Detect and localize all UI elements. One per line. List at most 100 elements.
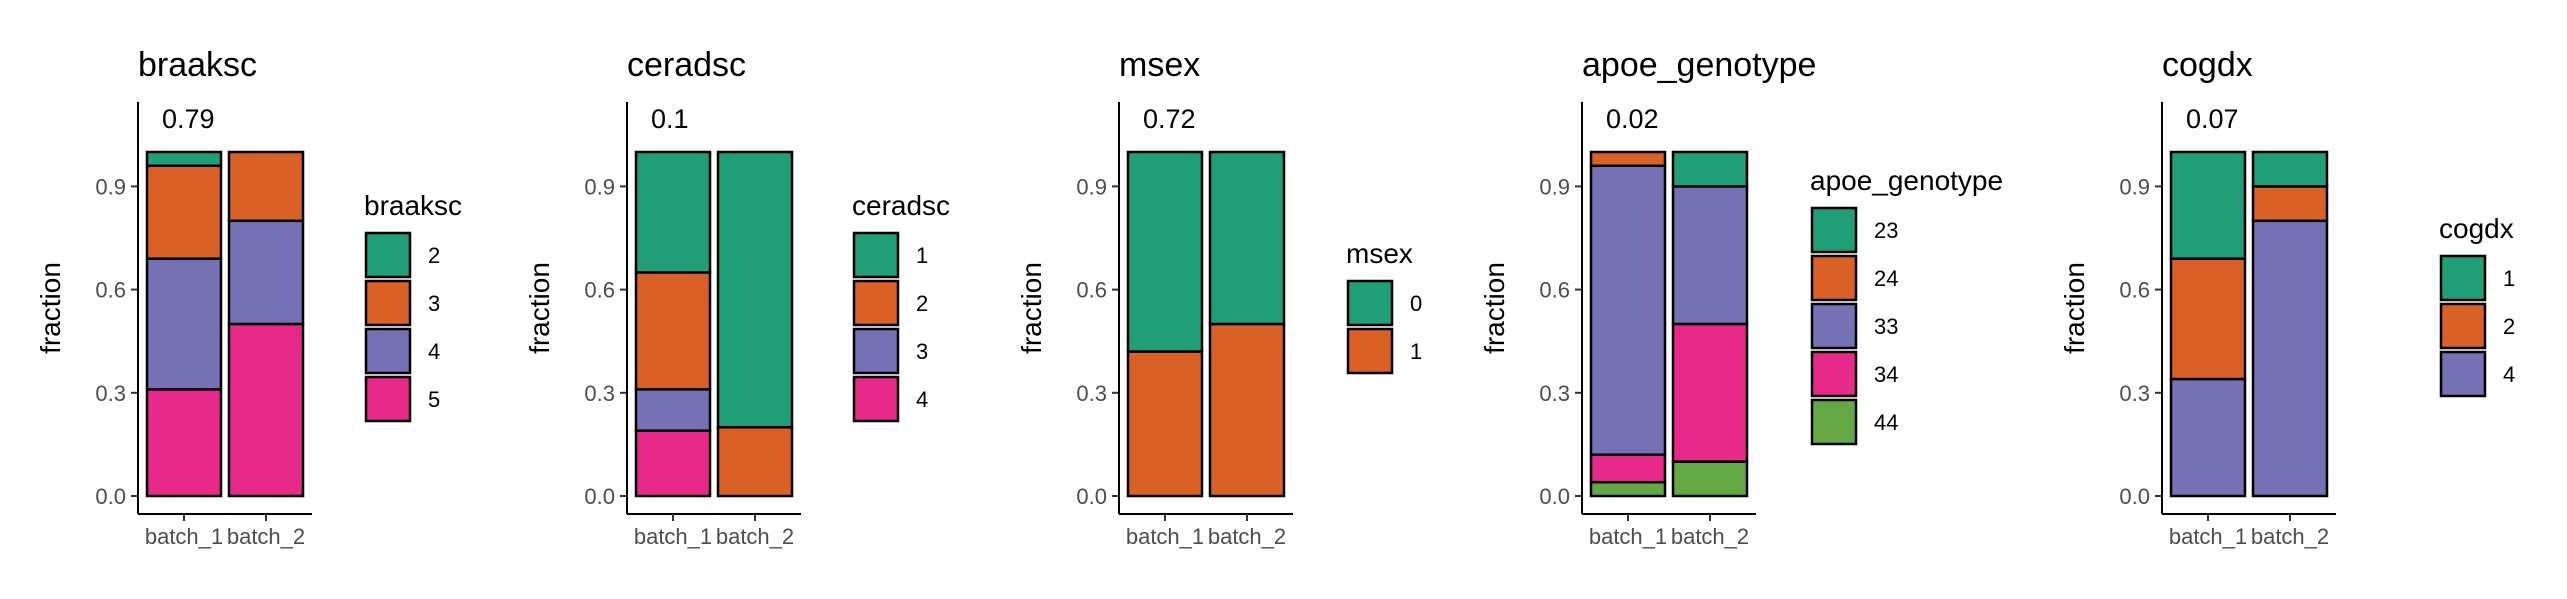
legend-title: cogdx — [2439, 213, 2514, 244]
legend-key-4 — [852, 375, 900, 423]
legend-key-0 — [1346, 279, 1394, 327]
y-tick-label: 0.3 — [2119, 381, 2150, 406]
bar-segment-batch_2-4 — [2251, 219, 2329, 498]
legend-label: 2 — [428, 243, 440, 268]
legend-title: msex — [1346, 238, 1413, 269]
legend-key-5 — [364, 375, 412, 423]
x-tick-label: batch_2 — [716, 524, 794, 549]
x-tick-label: batch_1 — [2169, 524, 2247, 549]
panel-title: apoe_genotype — [1582, 46, 1816, 84]
legend-label: 3 — [428, 291, 440, 316]
bar-segment-batch_1-4 — [2169, 377, 2247, 498]
panel-title: braaksc — [138, 46, 257, 84]
bar-segment-batch_1-3 — [145, 164, 223, 260]
annotation-value: 0.72 — [1143, 104, 1196, 134]
bar-segment-batch_2-3 — [227, 150, 305, 223]
bar-segment-batch_1-33 — [1589, 164, 1667, 456]
bar-segment-batch_1-0 — [1126, 150, 1204, 353]
y-axis-label: fraction — [1479, 262, 1510, 354]
legend-key-2 — [852, 279, 900, 327]
y-tick-label: 0.9 — [2119, 174, 2150, 199]
y-tick-label: 0.0 — [1076, 484, 1107, 509]
bar-segment-batch_2-4 — [227, 219, 305, 326]
y-tick-label: 0.3 — [584, 381, 615, 406]
annotation-value: 0.02 — [1606, 104, 1659, 134]
bar-segment-batch_2-0 — [1208, 150, 1286, 326]
panel-ceradsc: ceradsc 0.1 fraction 0.0 0.3 0.6 0.9 batch_1 bat… — [524, 46, 950, 549]
legend-key-2 — [2439, 302, 2487, 350]
legend-title: braaksc — [364, 190, 462, 221]
y-tick-label: 0.3 — [95, 381, 126, 406]
x-tick-label: batch_1 — [145, 524, 223, 549]
bar-segment-batch_1-2 — [145, 150, 223, 168]
y-tick-label: 0.0 — [1539, 484, 1570, 509]
y-tick-label: 0.6 — [584, 278, 615, 303]
y-tick-label: 0.9 — [1076, 174, 1107, 199]
legend-label: 2 — [2503, 314, 2515, 339]
y-axis-label: fraction — [524, 262, 555, 354]
x-tick-label: batch_1 — [1126, 524, 1204, 549]
legend-label: 44 — [1874, 410, 1898, 435]
panel-title: cogdx — [2162, 46, 2253, 84]
panel-title: ceradsc — [627, 46, 746, 84]
bar-segment-batch_1-1 — [634, 150, 712, 274]
bar-segment-batch_2-2 — [2251, 185, 2329, 223]
bar-segment-batch_1-5 — [145, 388, 223, 498]
x-tick-label: batch_1 — [634, 524, 712, 549]
legend-label: 3 — [916, 339, 928, 364]
y-tick-label: 0.6 — [1539, 278, 1570, 303]
bar-segment-batch_2-1 — [716, 150, 794, 429]
bar-segment-batch_1-24 — [1589, 150, 1667, 168]
y-tick-label: 0.3 — [1076, 381, 1107, 406]
bar-segment-batch_1-4 — [634, 429, 712, 498]
bar-segment-batch_2-34 — [1671, 322, 1749, 463]
bar-segment-batch_1-3 — [634, 388, 712, 432]
x-tick-label: batch_2 — [2251, 524, 2329, 549]
bar-segment-batch_2-23 — [1671, 150, 1749, 188]
legend-key-1 — [2439, 254, 2487, 302]
bar-segment-batch_1-1 — [2169, 150, 2247, 260]
legend-title: ceradsc — [852, 190, 950, 221]
legend-key-1 — [1346, 327, 1394, 375]
bar-segment-batch_1-2 — [2169, 257, 2247, 381]
y-tick-label: 0.6 — [1076, 278, 1107, 303]
legend-key-4 — [364, 327, 412, 375]
legend-key-4 — [2439, 350, 2487, 398]
bar-segment-batch_1-34 — [1589, 453, 1667, 484]
annotation-value: 0.1 — [651, 104, 689, 134]
y-tick-label: 0.0 — [584, 484, 615, 509]
y-axis-label: fraction — [1016, 262, 1047, 354]
legend-label: 1 — [1410, 339, 1422, 364]
bar-segment-batch_2-1 — [2251, 150, 2329, 188]
legend-key-3 — [852, 327, 900, 375]
legend-label: 23 — [1874, 218, 1898, 243]
panel-title: msex — [1119, 46, 1200, 84]
legend-key-44 — [1810, 398, 1858, 446]
x-tick-label: batch_2 — [227, 524, 305, 549]
bar-segment-batch_2-1 — [1208, 322, 1286, 498]
panel-apoe_genotype: apoe_genotype 0.02 fraction 0.0 0.3 0.6 0.9 bat… — [1479, 46, 2003, 549]
legend-label: 5 — [428, 387, 440, 412]
legend-key-23 — [1810, 206, 1858, 254]
legend-key-1 — [852, 231, 900, 279]
bar-segment-batch_2-2 — [716, 425, 794, 498]
x-tick-label: batch_1 — [1589, 524, 1667, 549]
legend-key-3 — [364, 279, 412, 327]
y-tick-label: 0.9 — [584, 174, 615, 199]
y-tick-label: 0.6 — [95, 278, 126, 303]
x-tick-label: batch_2 — [1208, 524, 1286, 549]
bar-segment-batch_1-1 — [1126, 350, 1204, 498]
bar-segment-batch_2-33 — [1671, 185, 1749, 326]
y-tick-label: 0.0 — [95, 484, 126, 509]
annotation-value: 0.07 — [2186, 104, 2239, 134]
legend-title: apoe_genotype — [1810, 165, 2003, 196]
y-tick-label: 0.3 — [1539, 381, 1570, 406]
legend-key-24 — [1810, 254, 1858, 302]
bar-segment-batch_2-5 — [227, 322, 305, 498]
bar-segment-batch_1-4 — [145, 257, 223, 391]
x-tick-label: batch_2 — [1671, 524, 1749, 549]
legend-label: 2 — [916, 291, 928, 316]
annotation-value: 0.79 — [162, 104, 215, 134]
legend-label: 34 — [1874, 362, 1898, 387]
